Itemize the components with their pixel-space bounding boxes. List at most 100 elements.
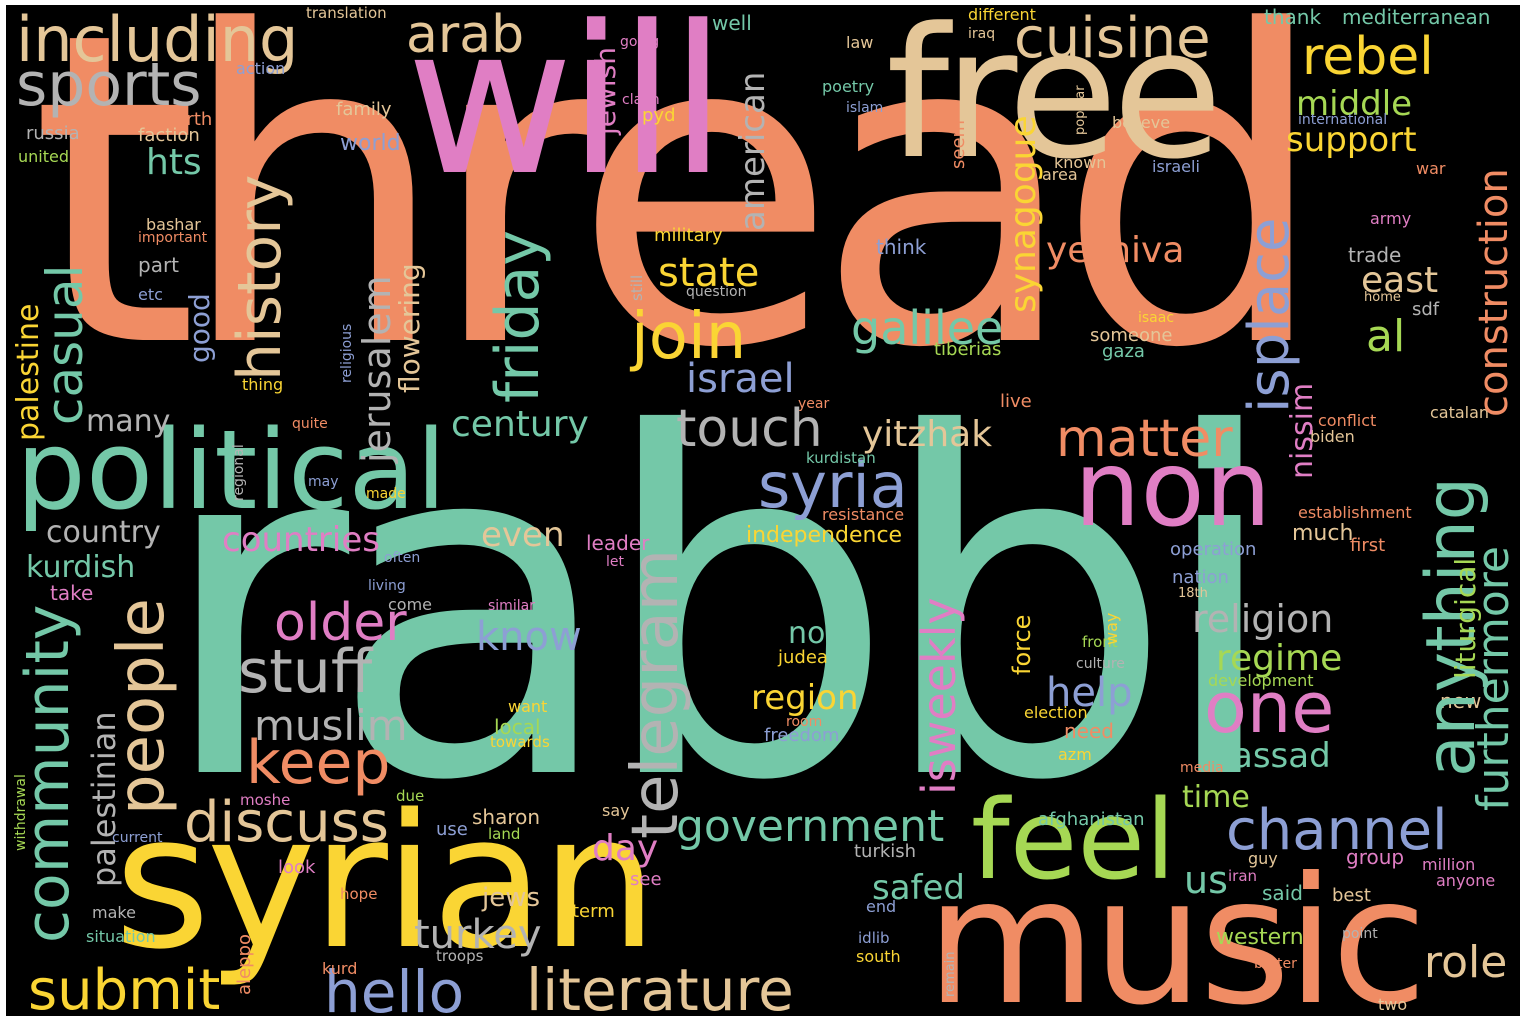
word-state: state (658, 250, 760, 296)
word-bashar: bashar (146, 215, 201, 234)
word-non: non (1074, 428, 1272, 550)
word-century: century (451, 404, 589, 445)
word-even: even (481, 515, 565, 555)
word-rebel: rebel (1302, 27, 1434, 87)
word-gaza: gaza (1102, 341, 1145, 362)
word-matter: matter (1056, 409, 1233, 469)
word-operation: operation (1170, 539, 1257, 560)
word-best: best (1332, 885, 1371, 906)
word-countries: countries (222, 520, 380, 560)
word-culture: culture (1076, 656, 1125, 672)
word-assad: assad (1232, 736, 1331, 776)
word-first: first (1350, 535, 1386, 556)
word-situation: situation (86, 927, 156, 946)
word-rabbi: rabbi (156, 336, 1285, 883)
word-world: world (340, 131, 401, 156)
word-liturgical: liturgical (1449, 557, 1482, 679)
word-point: point (1342, 926, 1378, 942)
word-quite: quite (292, 416, 328, 432)
word-law: law (846, 33, 874, 52)
word-jews: jews (482, 883, 541, 913)
word-term: term (572, 901, 615, 922)
word-different: different (968, 5, 1036, 24)
word-seem: seem (948, 119, 969, 169)
word-international: international (1298, 112, 1388, 128)
word-let: let (606, 554, 624, 570)
word-two: two (1378, 995, 1408, 1014)
word-free: free (886, 5, 1223, 199)
word-channel: channel (1226, 798, 1448, 863)
word-family: family (336, 99, 392, 120)
word-hope: hope (340, 885, 378, 903)
word-much: much (1292, 521, 1354, 546)
word-feel: feel (971, 776, 1176, 904)
word-religious: religious (339, 323, 355, 383)
word-syria: syria (758, 449, 908, 522)
word-kurdish: kurdish (26, 550, 136, 585)
word-south: south (856, 947, 901, 966)
word-palestine: palestine (11, 303, 46, 441)
word-said: said (1262, 881, 1303, 905)
word-now: now (788, 616, 850, 651)
word-day: day (592, 828, 659, 869)
word-thank: thank (1264, 5, 1322, 29)
word-country: country (46, 515, 161, 550)
word-turkish: turkish (854, 841, 917, 862)
word-live: live (1000, 391, 1032, 412)
word-need: need (1064, 719, 1114, 743)
word-see: see (630, 869, 662, 890)
word-role: role (1424, 937, 1508, 988)
word-palestinian: palestinian (85, 711, 123, 887)
word-anyone: anyone (1436, 871, 1496, 890)
word-media: media (1180, 760, 1224, 776)
word-resistance: resistance (822, 505, 905, 524)
word-better: better (1254, 956, 1297, 972)
word-look: look (278, 857, 316, 878)
word-sdf: sdf (1412, 299, 1440, 320)
word-israeli: israeli (1152, 157, 1200, 176)
word-question: question (686, 284, 747, 300)
word-important: important (138, 230, 208, 246)
word-biden: biden (1310, 427, 1355, 446)
word-known: known (1054, 153, 1107, 172)
word-towards: towards (490, 733, 550, 751)
word-galilee: galilee (851, 301, 1004, 355)
word-construction: construction (1471, 168, 1517, 417)
word-want: want (508, 697, 548, 716)
word-good: good (183, 293, 216, 363)
word-us: us (1184, 858, 1228, 902)
word-sports: sports (16, 50, 202, 120)
word-western: western (1216, 925, 1304, 950)
word-kurd: kurd (322, 959, 358, 978)
word-someone: someone (1090, 325, 1173, 346)
word-leader: leader (586, 531, 650, 555)
word-troops: troops (436, 947, 484, 965)
word-cuisine: cuisine (1014, 6, 1211, 71)
word-history: history (225, 174, 295, 381)
word-war: war (1416, 159, 1446, 178)
word-conflict: conflict (1318, 411, 1377, 430)
word-one: one (1204, 667, 1335, 749)
word-18th: 18th (1178, 586, 1208, 601)
word-end: end (866, 897, 897, 916)
word-help: help (1046, 670, 1133, 716)
word-hts: hts (146, 142, 202, 183)
word-east: east (1361, 260, 1439, 301)
word-mediterranean: mediterranean (1342, 5, 1491, 29)
word-azm: azm (1058, 745, 1092, 764)
word-jerusalem: jerusalem (355, 275, 399, 463)
word-use: use (436, 819, 468, 840)
word-trade: trade (1348, 243, 1402, 267)
word-translation: translation (306, 5, 387, 22)
word-judea: judea (778, 647, 828, 668)
word-group: group (1346, 845, 1405, 869)
word-cloud: thread rabbi syrian will free music poli… (6, 5, 1520, 1016)
word-al: al (1366, 311, 1406, 362)
word-independence: independence (746, 523, 903, 548)
word-million: million (1422, 855, 1476, 874)
word-russia: russia (26, 123, 80, 144)
word-year: year (798, 396, 830, 412)
word-including: including (16, 5, 299, 76)
word-made: made (366, 486, 406, 502)
word-believe: believe (1112, 113, 1171, 132)
